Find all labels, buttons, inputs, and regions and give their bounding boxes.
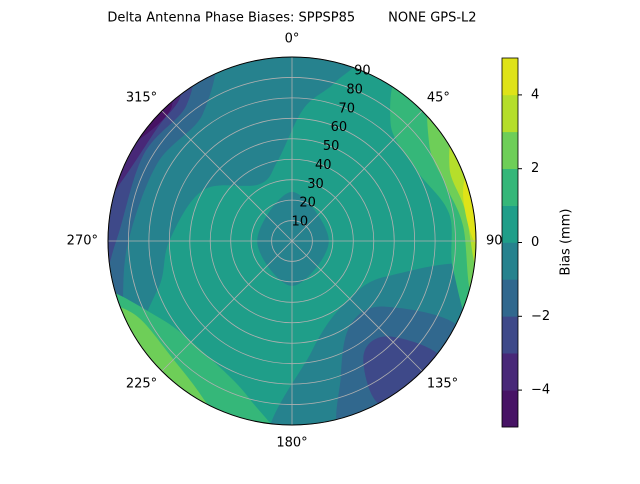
- r-tick-label: 30: [307, 177, 324, 192]
- colorbar-band: [502, 168, 518, 206]
- r-tick-label: 10: [292, 215, 309, 230]
- theta-tick-label: 45°: [427, 91, 450, 106]
- colorbar-label: Bias (mm): [559, 209, 574, 276]
- r-tick-label: 60: [331, 120, 348, 135]
- polar-axes: 10 20 30 40 50 60 70 80 90 0° 45° 90 135° 180° 225° 270…: [67, 32, 503, 451]
- r-tick-label: 20: [299, 196, 316, 211]
- colorbar-tick-label: −4: [531, 383, 550, 398]
- contour-region: [257, 191, 329, 286]
- contour-region: [108, 65, 195, 297]
- colorbar-tick-label: −2: [531, 309, 550, 324]
- theta-tick-label: 225°: [126, 376, 157, 391]
- theta-tick-label: 315°: [126, 91, 157, 106]
- r-tick-label: 40: [315, 158, 332, 173]
- colorbar-band: [502, 316, 518, 354]
- theta-tick-label: 0°: [285, 32, 300, 47]
- theta-tick-label: 90: [486, 234, 503, 249]
- theta-tick-label: 180°: [276, 436, 307, 451]
- colorbar-band: [502, 279, 518, 317]
- chart-title: Delta Antenna Phase Biases: SPPSP85 NONE…: [107, 11, 476, 26]
- colorbar-tick-label: 0: [531, 235, 539, 250]
- theta-tick-label: 270°: [67, 234, 98, 249]
- colorbar-band: [502, 58, 518, 96]
- r-tick-label: 80: [346, 82, 363, 97]
- colorbar-band: [502, 131, 518, 169]
- r-tick-label: 50: [323, 139, 340, 154]
- r-tick-label: 70: [338, 101, 355, 116]
- colorbar-tick-label: 4: [531, 87, 539, 102]
- polar-frame: [107, 56, 477, 426]
- theta-tick-label: 135°: [427, 376, 458, 391]
- grid-line: [161, 110, 293, 242]
- colorbar-tick-label: 2: [531, 161, 539, 176]
- contour-region: [390, 72, 476, 330]
- grid-line: [291, 110, 423, 242]
- colorbar-band: [502, 353, 518, 391]
- colorbar-band: [502, 390, 518, 428]
- grid-line: [161, 240, 293, 372]
- grid-line: [291, 240, 423, 372]
- r-tick-label: 90: [354, 64, 371, 79]
- colorbar-band: [502, 205, 518, 243]
- colorbar-band: [502, 94, 518, 133]
- colorbar-band: [502, 242, 518, 280]
